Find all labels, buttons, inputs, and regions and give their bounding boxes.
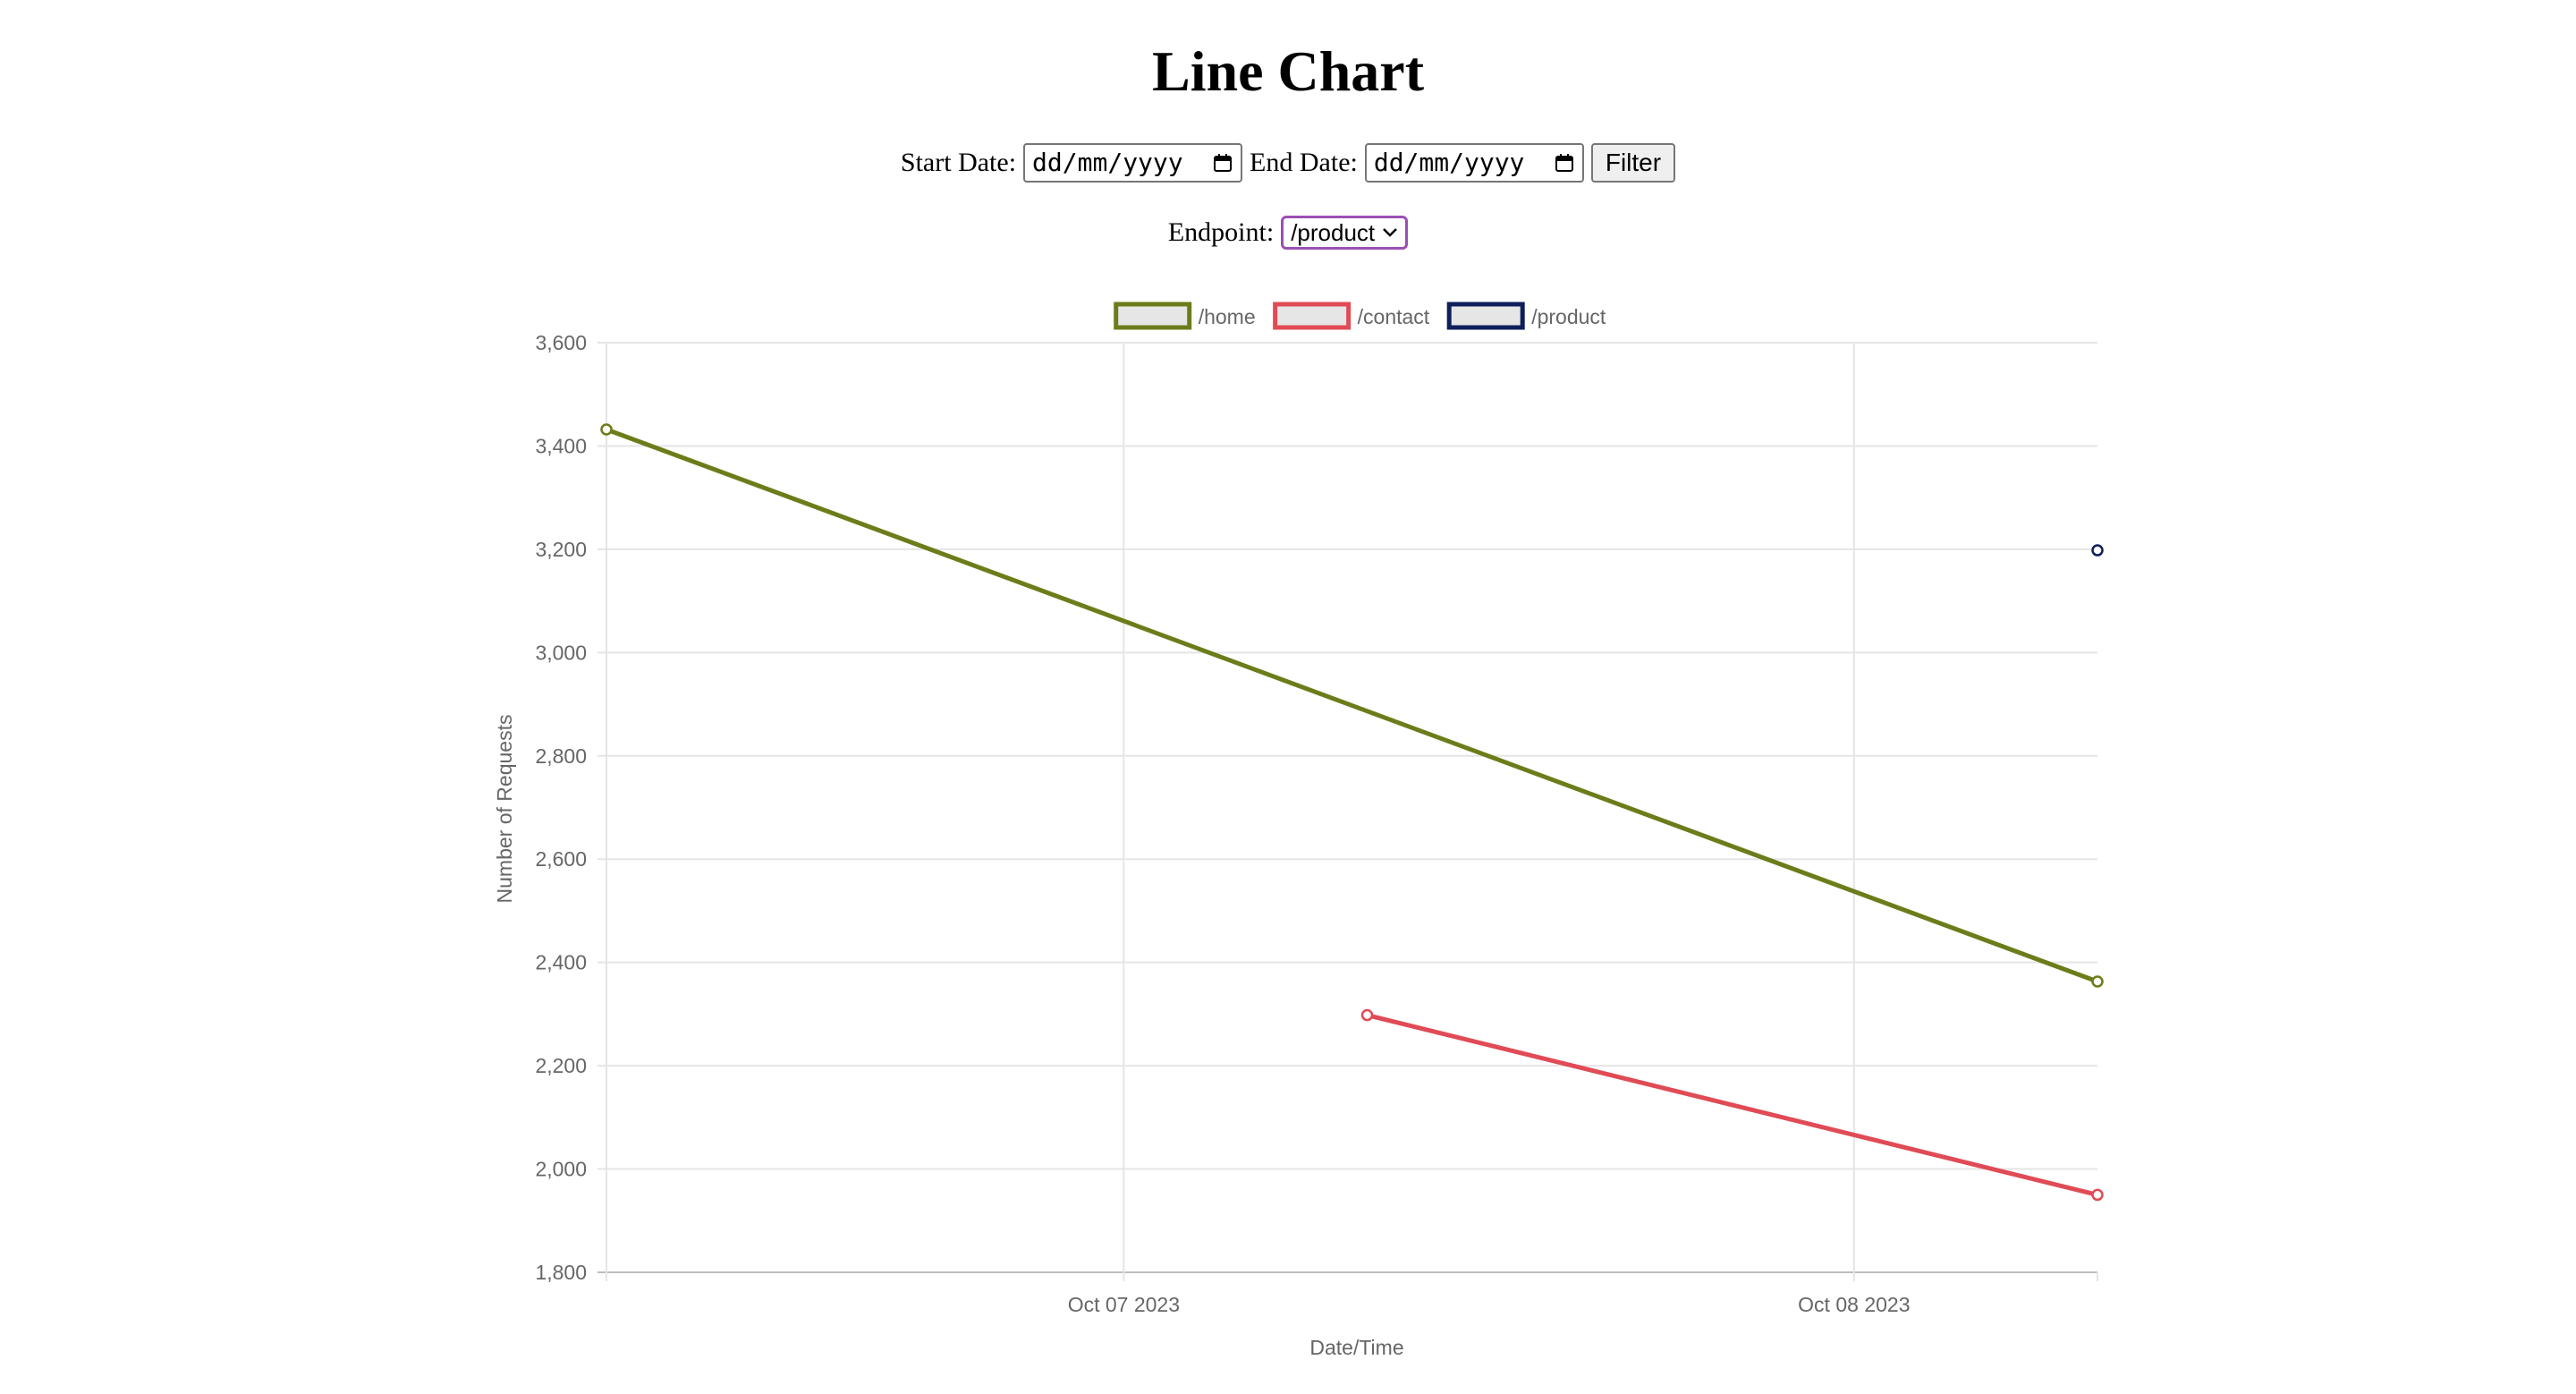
y-tick-label: 2,000 — [535, 1158, 587, 1181]
endpoint-select[interactable]: /product — [1281, 216, 1409, 250]
date-filter-bar: Start Date: dd/mm/yyyy End Date: dd/mm/y… — [0, 143, 2576, 183]
legend-swatch-product — [1446, 302, 1525, 330]
end-date-input[interactable]: dd/mm/yyyy — [1364, 143, 1584, 183]
x-tick-label: Oct 07 2023 — [1068, 1293, 1180, 1316]
x-axis-label: Date/Time — [1309, 1336, 1403, 1359]
start-date-value: dd/mm/yyyy — [1032, 148, 1183, 177]
data-point-contact — [1360, 1008, 1374, 1022]
legend-label-home: /home — [1199, 305, 1256, 328]
legend-swatch-contact — [1273, 302, 1352, 330]
endpoint-selected-value: /product — [1291, 219, 1376, 246]
end-date-value: dd/mm/yyyy — [1373, 148, 1525, 177]
legend-label-product: /product — [1531, 305, 1606, 328]
start-date-label: Start Date: — [900, 148, 1017, 177]
y-tick-label: 3,000 — [535, 641, 587, 664]
y-tick-label: 2,200 — [535, 1054, 587, 1077]
chevron-down-icon — [1383, 228, 1398, 237]
chart-legend: /home/contact/product — [1114, 302, 1606, 330]
endpoint-filter-bar: Endpoint: /product — [0, 215, 2576, 251]
filter-button[interactable]: Filter — [1590, 143, 1676, 183]
series-line-contact — [1366, 1013, 2098, 1197]
data-point-home — [600, 423, 613, 436]
calendar-icon[interactable] — [1554, 152, 1575, 174]
y-tick-label: 2,400 — [535, 951, 587, 974]
y-tick-label: 2,800 — [535, 744, 587, 768]
y-tick-label: 3,200 — [535, 538, 587, 561]
x-tick-label: Oct 08 2023 — [1798, 1293, 1910, 1316]
legend-swatch-home — [1114, 302, 1192, 330]
series-line-home — [606, 427, 2098, 984]
data-point-home — [2091, 975, 2104, 988]
endpoint-label: Endpoint: — [1167, 217, 1275, 247]
chart-axes: 1,800 2,000 2,200 2,400 2,600 2,800 3,000 3,200… — [535, 331, 1910, 1316]
y-tick-label: 2,600 — [535, 847, 587, 871]
chart-series — [600, 423, 2104, 1202]
legend-label-contact: /contact — [1358, 305, 1430, 328]
y-tick-label: 1,800 — [535, 1261, 587, 1284]
end-date-label: End Date: — [1250, 148, 1358, 177]
y-tick-label: 3,400 — [535, 434, 587, 457]
page-title: Line Chart — [1152, 39, 1424, 103]
chart-grid — [597, 342, 2098, 1281]
calendar-icon[interactable] — [1212, 152, 1233, 174]
data-point-product — [2091, 544, 2104, 557]
y-axis-label: Number of Requests — [493, 715, 516, 904]
data-point-contact — [2091, 1188, 2104, 1202]
y-tick-label: 3,600 — [535, 331, 587, 354]
start-date-input[interactable]: dd/mm/yyyy — [1023, 143, 1243, 183]
